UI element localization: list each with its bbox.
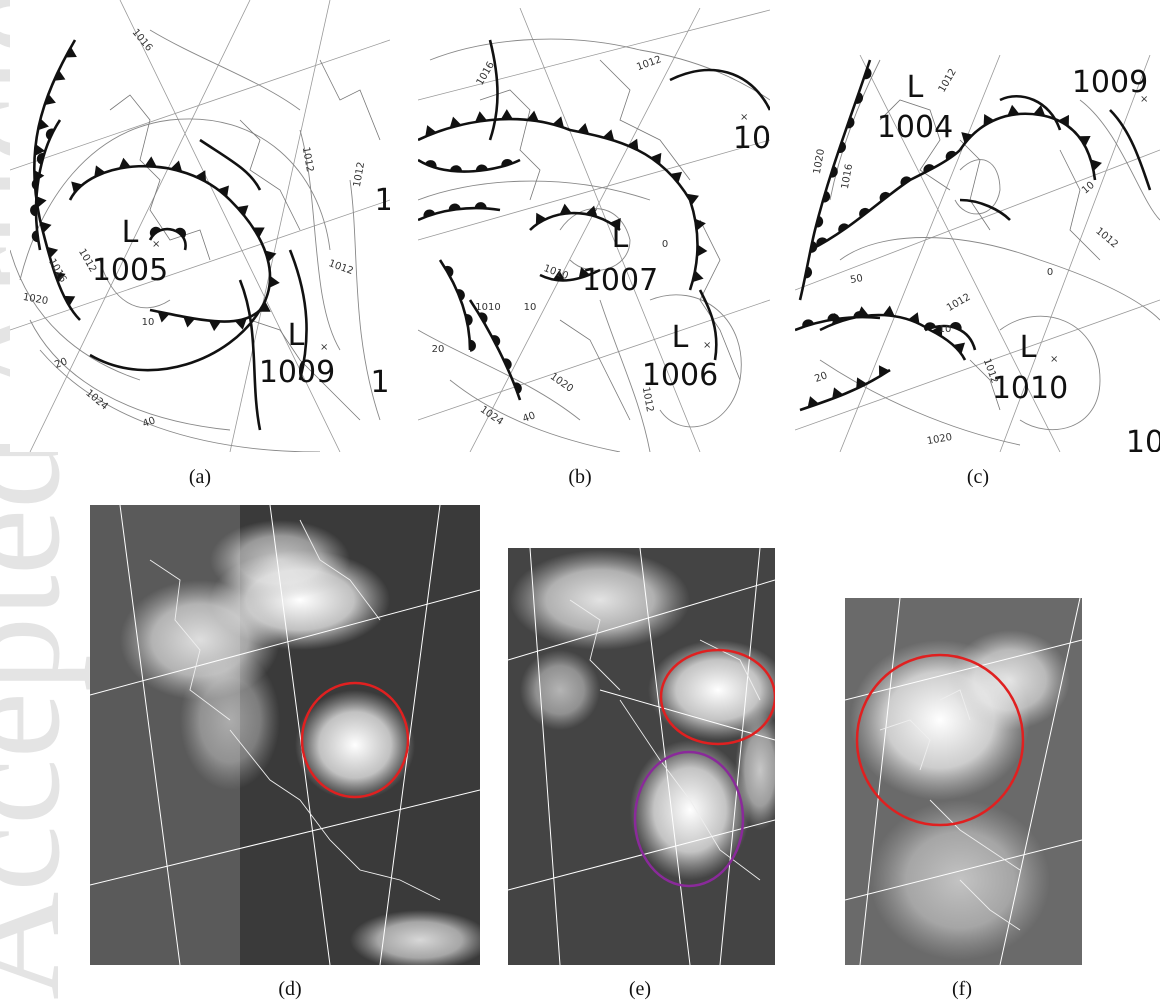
pressure-label: 1009 — [259, 355, 335, 390]
pressure-label: L — [612, 220, 629, 255]
pressure-label: 1006 — [642, 358, 718, 393]
pressure-label: L — [1020, 330, 1037, 365]
svg-text:×: × — [152, 239, 160, 250]
pressure-label: 10 — [733, 121, 771, 156]
weather-map-c: ×× L1004L1010100910121020101610121012102… — [795, 55, 1164, 460]
satellite-image-f — [845, 598, 1082, 965]
panel-caption: (b) — [568, 466, 591, 488]
isobar-label: 10 — [524, 302, 537, 313]
pressure-label: 1009 — [1072, 65, 1148, 100]
panel-caption: (e) — [629, 978, 651, 1000]
panel-caption: (c) — [967, 466, 989, 488]
pressure-label: 1 — [370, 365, 389, 400]
weather-map-b: ××× L1007L100610161012101020102410101012… — [418, 8, 771, 452]
isobar-label: 0 — [1047, 267, 1053, 278]
pressure-label: 1005 — [92, 253, 168, 288]
isobar-label: 10 — [142, 317, 155, 328]
page: {"watermark": "Accepted Article", "panel… — [0, 0, 1175, 1008]
pressure-label: L — [672, 320, 689, 355]
pressure-label: 1004 — [877, 110, 953, 145]
weather-map-a: ×× L1005L1009111016101210121012102010241… — [10, 0, 394, 452]
pressure-label: 1010 — [992, 371, 1068, 406]
isobar-label: 10 — [939, 324, 952, 335]
isobar-label: 1010 — [475, 302, 500, 313]
isobar-label: 50 — [849, 273, 863, 286]
panel-caption: (a) — [189, 466, 211, 488]
figure: Accepted Article ×× L1005L10091110161012… — [0, 0, 1175, 1008]
pressure-label: 1007 — [582, 263, 658, 298]
svg-text:×: × — [320, 342, 328, 353]
satellite-image-d — [90, 505, 490, 970]
panel-caption: (d) — [278, 978, 301, 1000]
pressure-label: L — [122, 215, 139, 250]
isobar-label: 20 — [432, 344, 445, 355]
panel-caption: (f) — [952, 978, 972, 1000]
pressure-label: L — [907, 70, 924, 105]
pressure-label: L — [288, 318, 305, 353]
satellite-image-e — [508, 548, 788, 965]
pressure-label: 10 — [1126, 425, 1164, 460]
pressure-label: 1 — [374, 183, 393, 218]
isobar-label: 0 — [662, 239, 668, 250]
svg-text:×: × — [703, 340, 711, 351]
svg-text:×: × — [1050, 354, 1058, 365]
